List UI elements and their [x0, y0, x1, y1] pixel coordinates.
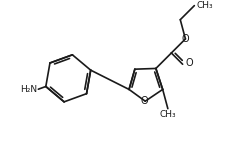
Text: H₂N: H₂N: [20, 85, 37, 94]
Text: CH₃: CH₃: [160, 110, 176, 119]
Text: O: O: [141, 96, 148, 106]
Text: CH₃: CH₃: [196, 1, 213, 10]
Text: O: O: [182, 34, 189, 44]
Text: O: O: [186, 58, 193, 68]
